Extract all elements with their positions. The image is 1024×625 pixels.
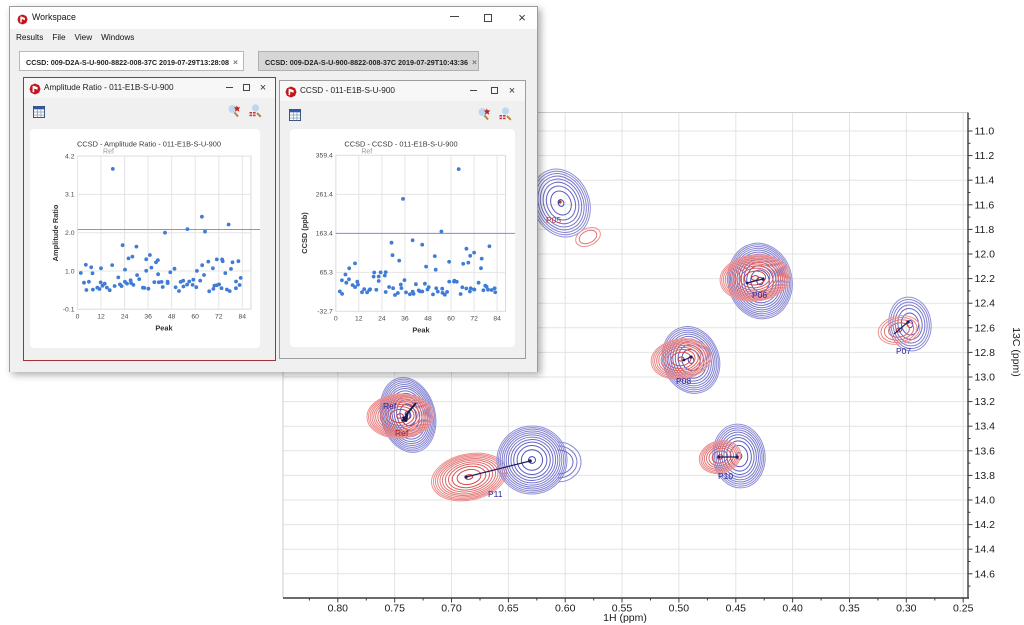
svg-text:84: 84 [493,315,501,322]
svg-text:36: 36 [144,313,152,320]
svg-text:12: 12 [355,315,363,322]
svg-text:2.0: 2.0 [65,230,75,237]
svg-text:48: 48 [167,313,175,320]
svg-text:0.50: 0.50 [669,603,690,615]
svg-text:3.1: 3.1 [65,191,75,198]
svg-text:-0.1: -0.1 [62,306,74,313]
svg-text:60: 60 [191,313,199,320]
svg-text:Ref: Ref [383,401,397,411]
svg-text:72: 72 [215,313,223,320]
svg-text:13.2: 13.2 [975,396,996,408]
svg-text:CCSD - CCSD - 011-E1B-S-U-900: CCSD - CCSD - 011-E1B-S-U-900 [344,140,457,149]
svg-text:P08: P08 [676,376,691,386]
svg-text:48: 48 [424,315,432,322]
svg-text:0: 0 [75,313,79,320]
svg-text:Peak: Peak [412,325,430,334]
svg-text:0.60: 0.60 [555,603,576,615]
svg-text:P06: P06 [752,290,767,300]
svg-text:11.2: 11.2 [975,150,995,162]
svg-text:Ref: Ref [103,148,114,155]
svg-text:0.80: 0.80 [328,603,349,615]
svg-text:359.4: 359.4 [316,153,333,160]
svg-text:-32.7: -32.7 [317,309,333,316]
svg-text:CCSD - Amplitude Ratio - 011-E: CCSD - Amplitude Ratio - 011-E1B-S-U-900 [76,139,220,148]
svg-text:14.2: 14.2 [975,519,996,531]
svg-text:12.8: 12.8 [975,347,996,359]
svg-text:36: 36 [401,315,409,322]
svg-text:P07: P07 [896,346,911,356]
svg-text:12.6: 12.6 [975,322,996,334]
svg-text:84: 84 [238,313,246,320]
svg-text:13C (ppm): 13C (ppm) [1010,327,1022,377]
svg-text:13.8: 13.8 [975,470,996,482]
svg-text:P05: P05 [546,215,561,225]
svg-text:4.2: 4.2 [65,153,75,160]
svg-text:Ref: Ref [395,428,409,438]
svg-text:14.0: 14.0 [975,495,996,507]
svg-text:11.4: 11.4 [975,175,995,187]
svg-text:11.8: 11.8 [975,224,995,236]
svg-text:14.6: 14.6 [975,568,996,580]
svg-text:P11: P11 [488,489,503,499]
svg-text:11.6: 11.6 [975,199,995,211]
svg-text:13.6: 13.6 [975,445,996,457]
svg-text:24: 24 [120,313,128,320]
svg-text:0.75: 0.75 [384,603,405,615]
svg-text:Ref: Ref [361,149,372,156]
svg-text:P10: P10 [718,471,733,481]
svg-text:0: 0 [334,315,338,322]
svg-text:24: 24 [378,315,386,322]
svg-text:1.0: 1.0 [65,268,75,275]
svg-text:0.45: 0.45 [726,603,747,615]
svg-text:163.4: 163.4 [316,231,333,238]
svg-text:261.4: 261.4 [316,192,333,199]
svg-text:12.4: 12.4 [975,298,996,310]
svg-text:65.3: 65.3 [320,270,333,277]
svg-text:12.2: 12.2 [975,273,996,285]
svg-text:12: 12 [97,313,105,320]
svg-text:12.0: 12.0 [975,249,996,261]
svg-text:CCSD (ppb): CCSD (ppb) [300,212,309,254]
svg-text:72: 72 [470,315,478,322]
svg-text:13.0: 13.0 [975,372,996,384]
svg-text:14.4: 14.4 [975,544,996,556]
svg-text:0.55: 0.55 [612,603,633,615]
svg-text:0.70: 0.70 [441,603,462,615]
svg-text:Amplitude Ratio: Amplitude Ratio [51,204,60,261]
svg-text:11.0: 11.0 [975,126,995,138]
svg-text:60: 60 [447,315,455,322]
svg-text:Peak: Peak [155,323,173,332]
svg-text:13.4: 13.4 [975,421,996,433]
svg-text:0.25: 0.25 [953,603,974,615]
svg-text:0.30: 0.30 [896,603,917,615]
svg-text:0.65: 0.65 [498,603,519,615]
svg-text:1H (ppm): 1H (ppm) [603,612,647,624]
svg-text:0.40: 0.40 [782,603,803,615]
svg-text:0.35: 0.35 [839,603,860,615]
